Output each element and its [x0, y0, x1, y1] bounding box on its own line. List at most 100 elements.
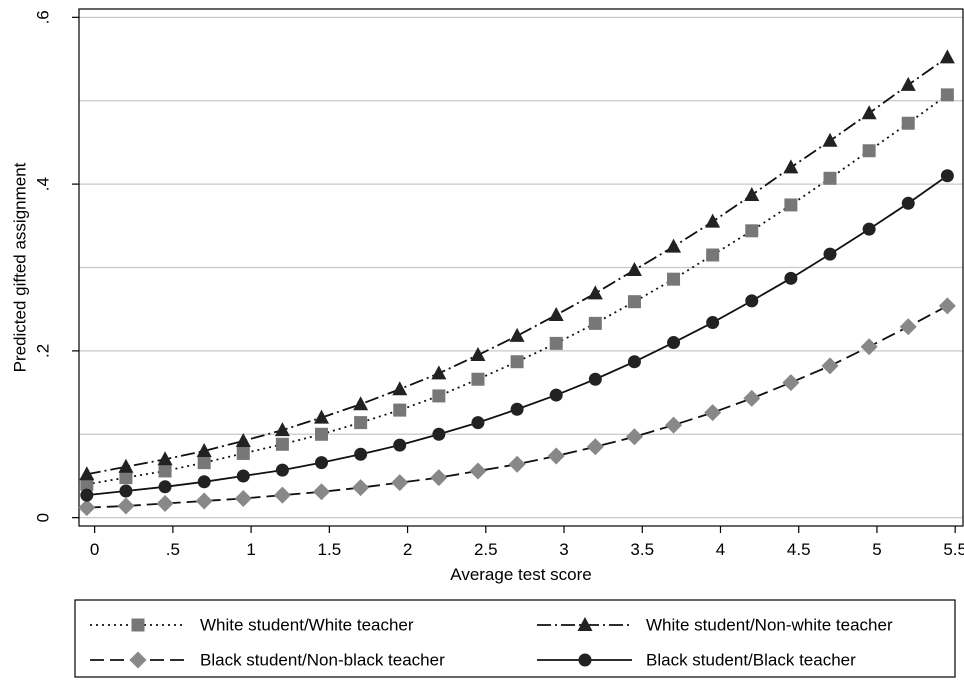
data-point-diamond	[625, 428, 643, 446]
data-point-diamond	[156, 494, 174, 512]
x-tick-label: 2.5	[474, 540, 498, 559]
data-point-square	[784, 198, 798, 212]
data-point-square	[315, 427, 329, 441]
data-point-diamond	[313, 483, 331, 501]
data-point-circle	[862, 222, 876, 236]
data-point-diamond	[129, 651, 147, 669]
data-point-diamond	[508, 455, 526, 473]
x-tick-label: 3.5	[630, 540, 654, 559]
data-point-triangle	[626, 262, 642, 277]
x-tick-label: 3	[559, 540, 568, 559]
data-point-circle	[745, 294, 759, 308]
data-point-diamond	[234, 489, 252, 507]
data-point-circle	[197, 475, 211, 489]
data-point-triangle	[577, 617, 593, 631]
data-point-square	[131, 618, 145, 632]
series-group	[80, 88, 954, 491]
data-point-circle	[940, 169, 954, 183]
data-point-square	[588, 316, 602, 330]
data-point-diamond	[860, 338, 878, 356]
data-point-circle	[823, 247, 837, 261]
y-tick-label: .2	[34, 344, 53, 358]
data-point-triangle	[196, 442, 212, 457]
series-group	[78, 297, 956, 517]
series-line	[86, 94, 948, 486]
x-tick-label: 0	[90, 540, 99, 559]
data-point-circle	[393, 438, 407, 452]
legend-box	[74, 599, 956, 678]
data-point-circle	[315, 456, 329, 470]
x-tick-label: 4.5	[787, 540, 811, 559]
y-tick-label: .4	[34, 177, 53, 191]
data-point-triangle	[274, 422, 290, 437]
data-point-diamond	[195, 492, 213, 510]
legend-item: White student/Non-white teacher	[537, 616, 893, 635]
legend-item: White student/White teacher	[90, 616, 414, 635]
data-point-circle	[354, 447, 368, 461]
data-point-circle	[588, 372, 602, 386]
data-point-diamond	[391, 474, 409, 492]
data-point-diamond	[430, 469, 448, 487]
data-point-triangle	[118, 458, 134, 473]
data-point-square	[236, 446, 250, 460]
data-point-triangle	[705, 213, 721, 228]
data-point-circle	[706, 316, 720, 330]
data-point-square	[862, 144, 876, 158]
data-point-square	[745, 224, 759, 238]
data-point-circle	[510, 402, 524, 416]
data-point-triangle	[470, 347, 486, 362]
x-tick-label: 5.5	[943, 540, 964, 559]
data-point-triangle	[353, 396, 369, 411]
series-group	[80, 169, 954, 502]
data-point-triangle	[939, 49, 955, 64]
data-point-circle	[432, 427, 446, 441]
y-tick-label: .6	[34, 10, 53, 24]
data-point-diamond	[938, 297, 956, 315]
data-point-circle	[784, 271, 798, 285]
x-tick-label: 4	[716, 540, 725, 559]
series-group	[79, 49, 955, 481]
axes: 0 .5 1 1.5 2 2.5 3 3.5 4 4.5 5 5.5 0 .2 .4 .6	[34, 10, 964, 559]
data-point-circle	[901, 196, 915, 210]
data-point-diamond	[665, 416, 683, 434]
data-point-circle	[471, 416, 485, 430]
legend-label: Black student/Non-black teacher	[200, 651, 445, 670]
data-point-square	[197, 456, 211, 470]
data-point-square	[471, 372, 485, 386]
data-point-diamond	[78, 499, 96, 517]
data-point-triangle	[431, 365, 447, 380]
data-point-diamond	[743, 389, 761, 407]
legend: White student/White teacher White student…	[74, 599, 956, 678]
data-point-square	[549, 336, 563, 350]
series-line	[86, 56, 948, 476]
data-point-circle	[549, 388, 563, 402]
data-point-square	[275, 437, 289, 451]
data-point-triangle	[392, 381, 408, 396]
legend-label: White student/Non-white teacher	[646, 616, 893, 635]
data-point-triangle	[744, 186, 760, 201]
data-point-diamond	[547, 447, 565, 465]
data-point-triangle	[900, 76, 916, 91]
series	[78, 49, 956, 517]
data-point-triangle	[235, 432, 251, 447]
data-point-diamond	[273, 486, 291, 504]
data-point-circle	[236, 469, 250, 483]
data-point-triangle	[783, 159, 799, 174]
data-point-triangle	[548, 307, 564, 322]
data-point-diamond	[117, 497, 135, 515]
data-point-triangle	[861, 105, 877, 120]
data-point-circle	[667, 336, 681, 350]
data-point-diamond	[704, 404, 722, 422]
data-point-square	[667, 272, 681, 286]
data-point-square	[901, 116, 915, 130]
data-point-triangle	[79, 466, 95, 481]
data-point-diamond	[782, 374, 800, 392]
data-point-square	[158, 464, 172, 478]
data-point-square	[354, 416, 368, 430]
x-tick-label: 5	[872, 540, 881, 559]
data-point-square	[119, 471, 133, 485]
data-point-square	[706, 248, 720, 262]
data-point-triangle	[509, 327, 525, 342]
y-axis-title: Predicted gifted assignment	[11, 162, 30, 372]
